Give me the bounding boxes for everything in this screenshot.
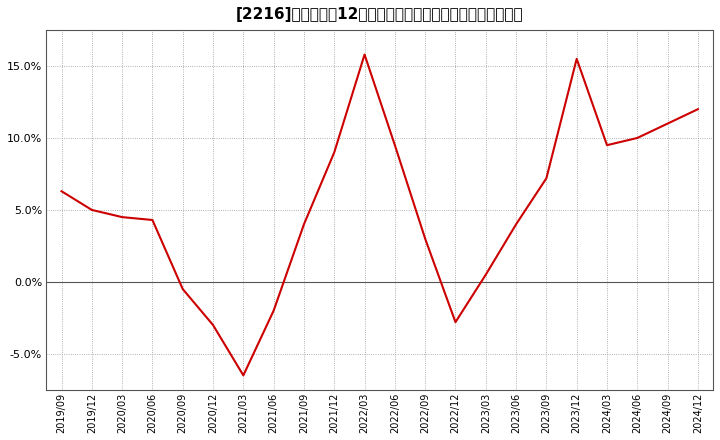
Title: [2216]　売上高の12か月移動合計の対前年同期増減率の推移: [2216] 売上高の12か月移動合計の対前年同期増減率の推移 <box>236 7 523 22</box>
